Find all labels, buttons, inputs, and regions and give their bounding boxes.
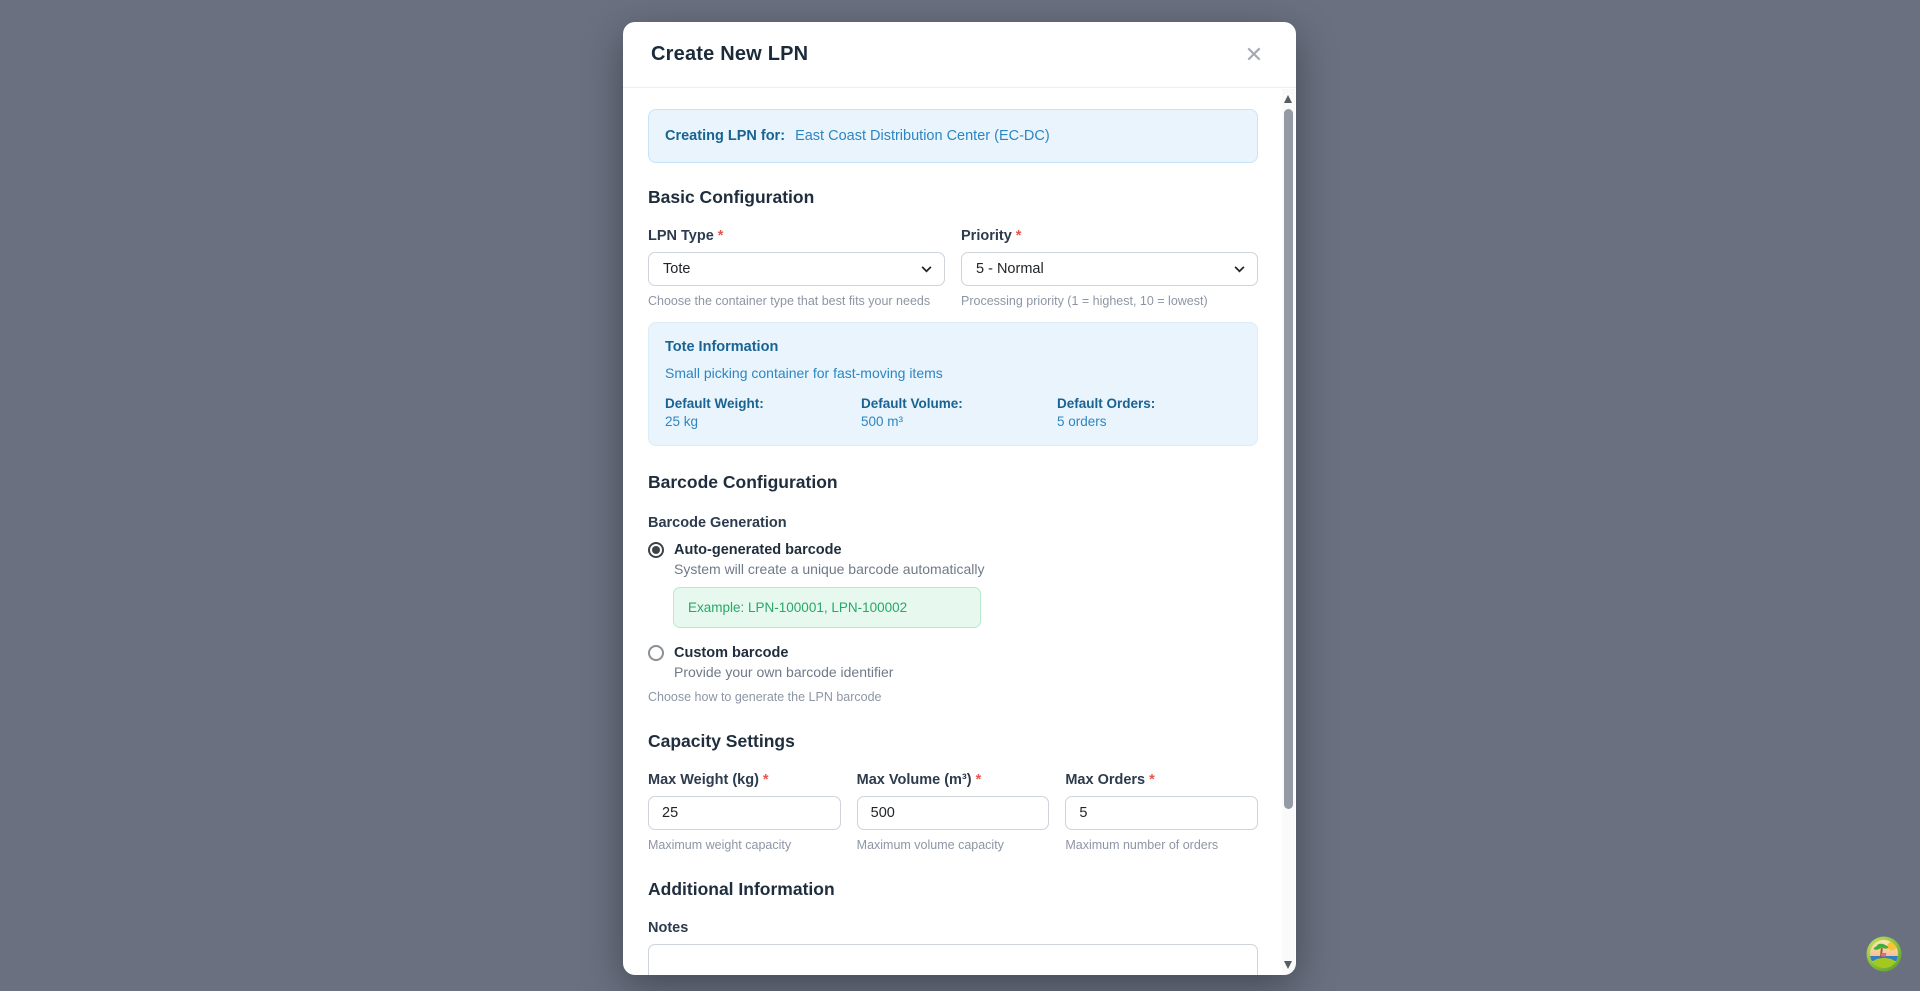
capacity-settings-heading: Capacity Settings (648, 731, 795, 751)
max-orders-helper: Maximum number of orders (1065, 838, 1219, 852)
priority-field: Priority * 5 - Normal Processing priority… (961, 228, 1258, 308)
custom-barcode-option[interactable]: Custom barcode (648, 645, 1258, 661)
required-asterisk: * (975, 772, 982, 788)
priority-label: Priority * (961, 228, 1258, 244)
default-volume-value: 500 m³ (861, 414, 904, 429)
barcode-example-box: Example: LPN-100001, LPN-100002 (673, 587, 981, 628)
auto-generated-option[interactable]: Auto-generated barcode (648, 542, 1258, 558)
auto-generated-description: System will create a unique barcode auto… (674, 561, 985, 577)
default-volume-item: Default Volume: 500 m³ (861, 396, 1045, 429)
barcode-generation-label: Barcode Generation (648, 515, 787, 531)
max-volume-helper: Maximum volume capacity (856, 838, 1004, 852)
additional-information-heading: Additional Information (648, 879, 835, 899)
priority-selected-value: 5 - Normal (976, 261, 1044, 277)
radio-unselected-icon[interactable] (648, 645, 664, 661)
tote-information-box: Tote Information Small picking container… (648, 322, 1258, 446)
default-weight-value: 25 kg (665, 414, 699, 429)
custom-barcode-label: Custom barcode (674, 645, 789, 661)
lpn-type-label: LPN Type * (648, 228, 945, 244)
max-weight-input[interactable] (648, 796, 841, 830)
lpn-type-select[interactable]: Tote (648, 252, 945, 286)
max-weight-label-text: Max Weight (kg) (648, 772, 759, 788)
default-weight-label: Default Weight: (665, 396, 764, 411)
max-volume-input[interactable] (856, 796, 1050, 830)
default-orders-label: Default Orders: (1057, 396, 1156, 411)
create-lpn-modal: Create New LPN ✕ Creating LPN for: East … (623, 22, 1296, 975)
priority-select[interactable]: 5 - Normal (961, 252, 1258, 286)
chevron-down-icon (1234, 265, 1245, 272)
default-orders-item: Default Orders: 5 orders (1057, 396, 1241, 429)
radio-selected-icon[interactable] (648, 542, 664, 558)
scrollbar-thumb[interactable] (1284, 109, 1293, 809)
required-asterisk: * (762, 772, 769, 788)
close-icon[interactable]: ✕ (1240, 41, 1268, 69)
creating-lpn-banner: Creating LPN for: East Coast Distributio… (648, 109, 1258, 163)
max-orders-input[interactable] (1065, 796, 1258, 830)
tropical-island-badge-icon[interactable] (1866, 936, 1902, 972)
notes-label: Notes (648, 920, 689, 936)
lpn-type-selected-value: Tote (663, 261, 691, 277)
tote-info-title: Tote Information (665, 339, 779, 355)
max-weight-field: Max Weight (kg)* Maximum weight capacity (648, 772, 841, 852)
max-orders-label: Max Orders * (1065, 772, 1258, 788)
required-asterisk: * (717, 228, 724, 244)
modal-body: Creating LPN for: East Coast Distributio… (623, 89, 1296, 975)
basic-config-grid: LPN Type * Tote Choose the container type… (648, 228, 1258, 308)
basic-configuration-heading: Basic Configuration (648, 187, 815, 207)
tote-defaults-grid: Default Weight: 25 kg Default Volume: 50… (665, 396, 1241, 429)
auto-generated-label: Auto-generated barcode (674, 542, 842, 558)
required-asterisk: * (1149, 772, 1155, 788)
max-volume-field: Max Volume (m³)* Maximum volume capacity (856, 772, 1050, 852)
lpn-type-helper: Choose the container type that best fits… (648, 294, 931, 308)
priority-label-text: Priority (961, 228, 1012, 244)
tote-info-description: Small picking container for fast-moving … (665, 365, 943, 381)
required-asterisk: * (1015, 228, 1022, 244)
max-weight-helper: Maximum weight capacity (648, 838, 792, 852)
default-volume-label: Default Volume: (861, 396, 963, 411)
custom-barcode-description: Provide your own barcode identifier (674, 664, 894, 680)
default-orders-value: 5 orders (1057, 414, 1107, 429)
modal-header: Create New LPN ✕ (623, 22, 1296, 88)
modal-scrollbar[interactable] (1282, 89, 1295, 975)
barcode-configuration-heading: Barcode Configuration (648, 472, 838, 492)
max-orders-field: Max Orders* Maximum number of orders (1065, 772, 1258, 852)
capacity-grid: Max Weight (kg)* Maximum weight capacity… (648, 772, 1258, 852)
lpn-type-label-text: LPN Type (648, 228, 714, 244)
max-orders-label-text: Max Orders (1065, 772, 1146, 788)
default-weight-item: Default Weight: 25 kg (665, 396, 849, 429)
scroll-down-arrow-icon[interactable] (1284, 961, 1292, 969)
chevron-down-icon (921, 265, 932, 272)
lpn-type-field: LPN Type * Tote Choose the container type… (648, 228, 945, 308)
max-volume-label-text: Max Volume (m³) (856, 772, 972, 788)
notes-textarea[interactable] (648, 944, 1258, 975)
barcode-generation-helper: Choose how to generate the LPN barcode (648, 690, 882, 704)
scroll-up-arrow-icon[interactable] (1284, 95, 1292, 103)
max-weight-label: Max Weight (kg) * (648, 772, 841, 788)
priority-helper: Processing priority (1 = highest, 10 = l… (961, 294, 1208, 308)
banner-label: Creating LPN for: (665, 128, 786, 144)
max-volume-label: Max Volume (m³) * (857, 772, 1050, 788)
banner-facility-value: East Coast Distribution Center (EC-DC) (795, 128, 1050, 144)
modal-title: Create New LPN (651, 43, 809, 65)
